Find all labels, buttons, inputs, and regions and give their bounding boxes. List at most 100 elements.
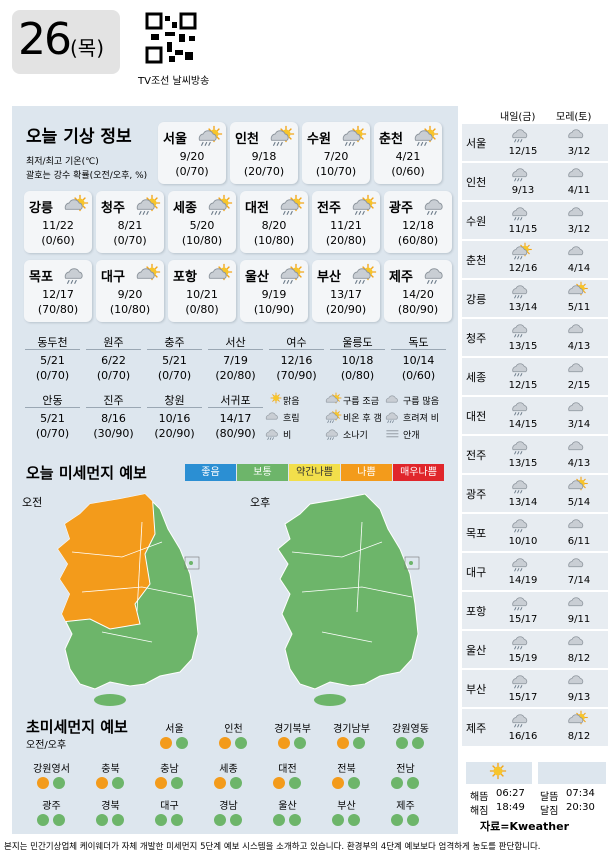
forecast-temp: 4/13 bbox=[567, 458, 591, 469]
weather-icon bbox=[568, 168, 584, 178]
forecast-temp: 8/12 bbox=[567, 731, 591, 742]
row-bg bbox=[462, 514, 608, 551]
dot-pm bbox=[53, 814, 65, 826]
city-name: 부산 bbox=[317, 270, 341, 285]
dot-am bbox=[37, 814, 49, 826]
small-city-temp: 10/14 bbox=[402, 354, 435, 367]
weather-icon bbox=[568, 402, 584, 412]
dot-pm bbox=[171, 777, 183, 789]
region-name: 전남 bbox=[396, 764, 415, 775]
city-temp: 11/22 bbox=[42, 219, 74, 232]
dot-pm bbox=[294, 737, 306, 749]
weather-icon bbox=[64, 268, 83, 284]
section-title: 오늘 기상 정보 bbox=[26, 127, 132, 147]
legend-label: 흐려져 비 bbox=[403, 414, 439, 424]
date: 26 bbox=[18, 14, 72, 65]
map-label: 오후 bbox=[250, 496, 271, 509]
region-name: 세종 bbox=[219, 764, 238, 775]
forecast-temp: 3/12 bbox=[567, 224, 591, 235]
small-city-temp: 8/16 bbox=[101, 412, 126, 425]
dot-am bbox=[273, 777, 285, 789]
sun-label: 달짐 bbox=[540, 806, 559, 817]
row-bg bbox=[462, 631, 608, 668]
dot-am bbox=[155, 814, 167, 826]
map-label: 오전 bbox=[22, 496, 43, 509]
weather-icon bbox=[424, 199, 443, 215]
small-city-rain: (0/70) bbox=[96, 369, 131, 382]
small-city-name: 울릉도 bbox=[342, 336, 373, 349]
small-city-temp: 12/16 bbox=[280, 354, 313, 367]
city-temp: 10/21 bbox=[186, 288, 218, 301]
forecast-city: 세종 bbox=[466, 371, 487, 384]
level-box: 매우나쁨 bbox=[393, 464, 444, 481]
weather-icon bbox=[512, 675, 528, 689]
sun-time: 18:49 bbox=[496, 802, 525, 813]
city-name: 춘천 bbox=[379, 132, 403, 147]
region-name: 부산 bbox=[337, 801, 356, 812]
dot-am bbox=[37, 777, 49, 789]
region-name: 광주 bbox=[42, 801, 61, 812]
level-box: 나쁨 bbox=[341, 464, 392, 481]
region-name: 충남 bbox=[160, 764, 179, 775]
small-city-temp: 5/21 bbox=[162, 354, 187, 367]
legend-label: 구름 많음 bbox=[403, 397, 439, 407]
region-name: 전북 bbox=[337, 764, 356, 775]
row-bg bbox=[462, 436, 608, 473]
qr-code bbox=[145, 12, 197, 64]
small-city-temp: 5/21 bbox=[40, 412, 65, 425]
city-temp: 9/20 bbox=[117, 288, 143, 301]
city-temp: 12/18 bbox=[402, 219, 434, 232]
weather-icon bbox=[512, 168, 528, 182]
weather-icon bbox=[342, 125, 367, 146]
sun-label: 달뜸 bbox=[540, 792, 559, 803]
divider bbox=[147, 407, 202, 408]
city-name: 제주 bbox=[389, 270, 413, 285]
divider bbox=[208, 349, 263, 350]
dot-pm bbox=[407, 814, 419, 826]
weather-icon bbox=[512, 207, 528, 221]
dot-am bbox=[219, 737, 231, 749]
small-city-rain: (20/80) bbox=[215, 369, 256, 382]
forecast-temp: 12/15 bbox=[508, 146, 538, 157]
city-name: 광주 bbox=[389, 201, 413, 216]
city-temp: 9/19 bbox=[261, 288, 287, 301]
weather-icon bbox=[385, 395, 398, 403]
weather-icon bbox=[280, 194, 305, 215]
region-name: 인천 bbox=[224, 724, 243, 735]
small-city-name: 서귀포 bbox=[220, 394, 251, 407]
note: 오전/오후 bbox=[26, 740, 67, 751]
row-bg bbox=[462, 592, 608, 629]
dot-pm bbox=[348, 777, 360, 789]
dot-pm bbox=[412, 737, 424, 749]
small-city-rain: (30/90) bbox=[93, 427, 134, 440]
small-city-temp: 7/19 bbox=[223, 354, 248, 367]
divider bbox=[86, 349, 141, 350]
forecast-city: 수원 bbox=[466, 215, 487, 228]
weather-icon bbox=[512, 519, 528, 533]
forecast-city: 강릉 bbox=[466, 293, 487, 306]
section-title: 오늘 미세먼지 예보 bbox=[26, 464, 147, 482]
small-city-name: 충주 bbox=[164, 336, 185, 349]
divider bbox=[269, 349, 324, 350]
legend-label: 흐림 bbox=[283, 414, 300, 424]
small-city-rain: (70/90) bbox=[276, 369, 317, 382]
note: 최저/최고 기온(℃) bbox=[26, 157, 99, 167]
footer: 본지는 민간기상업체 케이웨더가 자체 개발한 미세먼지 5단계 예보 시스템을… bbox=[4, 842, 541, 852]
level-box: 보통 bbox=[237, 464, 288, 481]
weather-icon bbox=[265, 412, 278, 420]
legend-label: 맑음 bbox=[283, 397, 300, 407]
city-name: 인천 bbox=[235, 132, 259, 147]
row-bg bbox=[462, 202, 608, 239]
qr-caption: TV조선 날씨방송 bbox=[138, 76, 210, 87]
city-name: 전주 bbox=[317, 201, 341, 216]
region-name: 대전 bbox=[278, 764, 297, 775]
weather-icon bbox=[568, 519, 584, 529]
weather-icon bbox=[489, 762, 507, 780]
dot-pm bbox=[235, 737, 247, 749]
weather-icon bbox=[568, 129, 584, 139]
city-name: 청주 bbox=[101, 201, 125, 216]
region-name: 경북 bbox=[101, 801, 120, 812]
dot-am bbox=[96, 814, 108, 826]
dot-pm bbox=[289, 814, 301, 826]
weather-icon bbox=[512, 636, 528, 650]
